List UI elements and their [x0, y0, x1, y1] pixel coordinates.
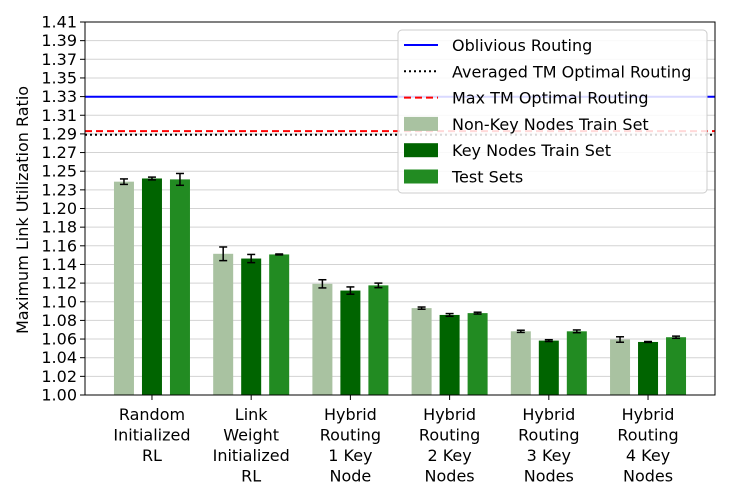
y-tick-label: 1.35 — [41, 68, 77, 87]
x-tick-label: Link Weight Initialized RL — [213, 405, 290, 486]
x-tick-label: Hybrid Routing 4 Key Nodes — [617, 405, 678, 486]
bar — [241, 258, 262, 395]
y-axis: 1.001.021.041.061.081.101.121.141.161.18… — [41, 13, 85, 405]
legend: Oblivious Routing Averaged TM Optimal Rou… — [397, 29, 708, 194]
y-tick-label: 1.14 — [41, 255, 77, 274]
error-bars — [119, 172, 681, 344]
bar — [368, 285, 389, 395]
bar — [113, 181, 134, 395]
bar — [467, 313, 488, 395]
y-tick-label: 1.31 — [41, 106, 77, 125]
x-axis: Random Initialized RL Link Weight Initialized… — [113, 395, 679, 486]
y-tick-label: 1.04 — [41, 348, 77, 367]
bar — [566, 331, 587, 395]
legend-patch-swatch — [404, 169, 438, 184]
bar — [638, 341, 659, 395]
bar — [269, 254, 290, 395]
y-tick-label: 1.18 — [41, 218, 77, 237]
legend-patch-swatch — [404, 143, 438, 158]
y-tick-label: 1.06 — [41, 330, 77, 349]
y-tick-label: 1.37 — [41, 50, 77, 69]
y-tick-label: 1.20 — [41, 199, 77, 218]
y-tick-label: 1.33 — [41, 87, 77, 106]
y-tick-label: 1.00 — [41, 386, 77, 405]
x-tick-label: Hybrid Routing 2 Key Nodes — [419, 405, 480, 486]
bar — [340, 290, 361, 395]
legend-label: Test Sets — [451, 168, 523, 187]
y-tick-label: 1.27 — [41, 143, 77, 162]
x-tick-label: Hybrid Routing 1 Key Node — [320, 405, 381, 486]
bar — [411, 308, 432, 395]
y-tick-label: 1.02 — [41, 367, 77, 386]
y-tick-label: 1.39 — [41, 31, 77, 50]
bar — [213, 253, 234, 395]
y-tick-label: 1.10 — [41, 292, 77, 311]
bar — [666, 337, 687, 395]
legend-label: Averaged TM Optimal Routing — [452, 62, 691, 81]
bar — [610, 339, 631, 395]
legend-label: Oblivious Routing — [452, 36, 592, 55]
y-tick-label: 1.12 — [41, 274, 77, 293]
bar — [312, 283, 333, 395]
legend-label: Max TM Optimal Routing — [452, 89, 649, 108]
legend-box — [397, 29, 708, 194]
legend-label: Non-Key Nodes Train Set — [452, 115, 649, 134]
bars — [113, 178, 687, 395]
bar — [510, 331, 531, 395]
y-axis-label: Maximum Link Utilization Ratio — [13, 86, 32, 334]
x-tick-label: Random Initialized RL — [113, 405, 190, 465]
bar — [141, 178, 162, 395]
bar — [538, 340, 559, 395]
y-tick-label: 1.41 — [41, 13, 77, 32]
legend-label: Key Nodes Train Set — [452, 141, 611, 160]
y-tick-label: 1.16 — [41, 236, 77, 255]
y-tick-label: 1.23 — [41, 180, 77, 199]
legend-patch-swatch — [404, 116, 438, 131]
y-tick-label: 1.29 — [41, 124, 77, 143]
y-tick-label: 1.08 — [41, 311, 77, 330]
bar — [439, 314, 460, 395]
bar — [169, 179, 190, 395]
x-tick-label: Hybrid Routing 3 Key Nodes — [518, 405, 579, 486]
y-tick-label: 1.25 — [41, 162, 77, 181]
